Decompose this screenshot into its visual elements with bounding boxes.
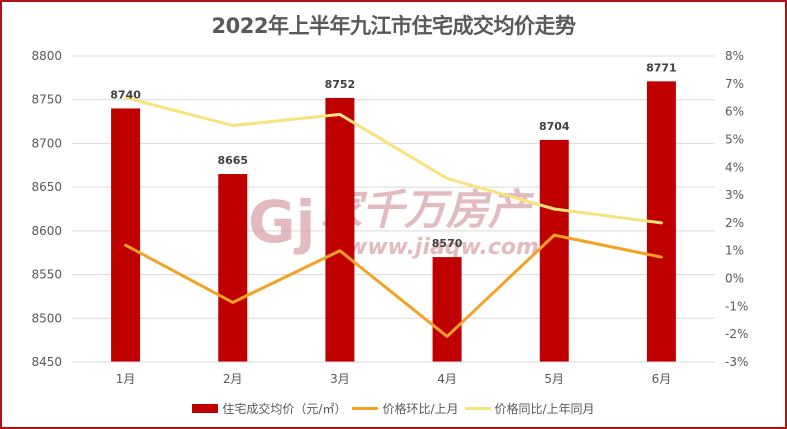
y-left-tick-label: 8450 [31, 355, 62, 369]
legend-swatch-price [192, 404, 219, 413]
y-right-tick-label: -1% [725, 299, 748, 313]
data-labels: 8740 8665 8752 8570 8704 8771 [110, 61, 676, 250]
y-right-tick-label: 2% [725, 216, 744, 230]
line-series [124, 96, 663, 338]
x-tick-label: 2月 [223, 372, 243, 386]
bar-1[interactable] [111, 108, 141, 362]
y-axis-left: 8450 8500 8550 8600 8650 8700 8750 8800 [31, 49, 62, 369]
x-tick-label: 4月 [437, 372, 457, 386]
y-left-tick-label: 8600 [31, 224, 62, 238]
y-left-tick-label: 8700 [31, 136, 62, 150]
x-tick-label: 3月 [330, 372, 350, 386]
bar-data-label: 8771 [646, 61, 677, 74]
legend-label-mom: 价格环比/上月 [382, 402, 459, 416]
bar-2[interactable] [218, 174, 248, 362]
bar-data-label: 8704 [539, 120, 570, 133]
yoy-line[interactable] [124, 96, 663, 225]
y-right-tick-label: -3% [725, 355, 748, 369]
legend-item-mom[interactable]: 价格环比/上月 [352, 400, 459, 417]
y-left-tick-label: 8800 [31, 49, 62, 63]
y-axis-right: -3% -2% -1% 0% 1% 2% 3% 4% 5% 6% 7% 8% [725, 49, 748, 369]
watermark-url: www.jiaqw.com [347, 235, 539, 260]
y-right-tick-label: 1% [725, 244, 744, 258]
bar-data-label: 8665 [217, 154, 248, 167]
bar-4[interactable] [432, 257, 462, 362]
watermark-logo: Gj [248, 188, 316, 256]
x-tick-label: 5月 [544, 372, 564, 386]
y-right-tick-label: 5% [725, 132, 744, 146]
y-right-tick-label: 6% [725, 105, 744, 119]
mom-line[interactable] [124, 233, 663, 338]
x-tick-label: 1月 [116, 372, 136, 386]
legend-item-price[interactable]: 住宅成交均价（元/㎡） [192, 400, 346, 417]
y-right-tick-label: -2% [725, 327, 748, 341]
y-left-tick-label: 8550 [31, 268, 62, 282]
y-right-tick-label: 4% [725, 160, 744, 174]
y-left-tick-label: 8650 [31, 180, 62, 194]
bar-data-label: 8570 [432, 237, 463, 250]
legend: 住宅成交均价（元/㎡） 价格环比/上月 价格同比/上年同月 [2, 400, 785, 417]
y-left-tick-label: 8750 [31, 93, 62, 107]
y-left-tick-label: 8500 [31, 311, 62, 325]
x-axis: 1月 2月 3月 4月 5月 6月 [72, 361, 715, 386]
x-tick-label: 6月 [652, 372, 672, 386]
legend-swatch-mom [352, 407, 379, 410]
bar-data-label: 8740 [110, 88, 141, 101]
legend-label-price: 住宅成交均价（元/㎡） [222, 402, 347, 416]
legend-swatch-yoy [464, 407, 491, 410]
y-right-tick-label: 0% [725, 272, 744, 286]
y-right-tick-label: 8% [725, 49, 744, 63]
y-right-tick-label: 7% [725, 77, 744, 91]
legend-item-yoy[interactable]: 价格同比/上年同月 [464, 400, 595, 417]
bar-data-label: 8752 [325, 78, 356, 91]
bar-5[interactable] [539, 139, 569, 362]
chart-title: 2022年上半年九江市住宅成交均价走势 [211, 14, 576, 38]
y-right-tick-label: 3% [725, 188, 744, 202]
legend-label-yoy: 价格同比/上年同月 [494, 402, 595, 416]
bar-3[interactable] [325, 97, 355, 363]
